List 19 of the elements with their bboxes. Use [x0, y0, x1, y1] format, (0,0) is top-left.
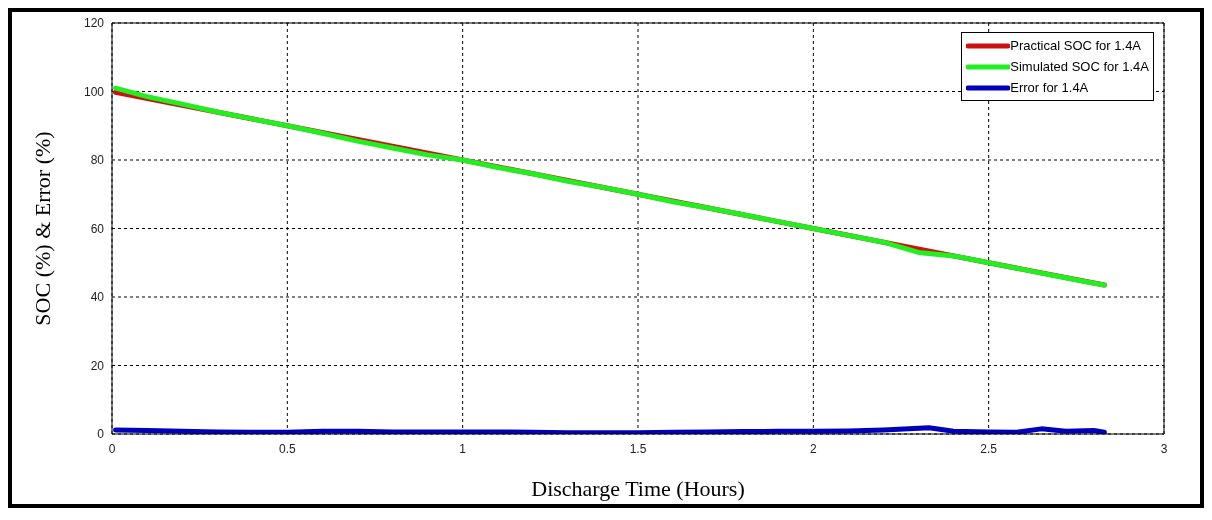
y-tick-label: 120 [83, 16, 105, 31]
x-tick-label: 1 [459, 441, 467, 456]
x-tick-label: 2 [809, 441, 817, 456]
y-tick-label: 0 [97, 427, 105, 442]
x-tick-label: 0 [108, 441, 116, 456]
y-tick-label: 80 [90, 153, 105, 168]
y-tick-label: 60 [90, 221, 105, 236]
y-axis-title: SOC (%) & Error (%) [29, 131, 55, 326]
y-tick-label: 20 [90, 358, 105, 373]
x-tick-label: 2.5 [980, 441, 998, 456]
x-tick-label: 3 [1160, 441, 1168, 456]
x-tick-label: 0.5 [278, 441, 296, 456]
x-tick-label: 1.5 [629, 441, 647, 456]
legend-label: Simulated SOC for 1.4A [1010, 58, 1149, 76]
x-axis-title: Discharge Time (Hours) [531, 476, 745, 501]
legend-label: Practical SOC for 1.4A [1010, 37, 1142, 55]
y-tick-label: 100 [83, 84, 105, 99]
y-tick-label: 40 [90, 290, 105, 305]
legend-label: Error for 1.4A [1010, 79, 1089, 97]
